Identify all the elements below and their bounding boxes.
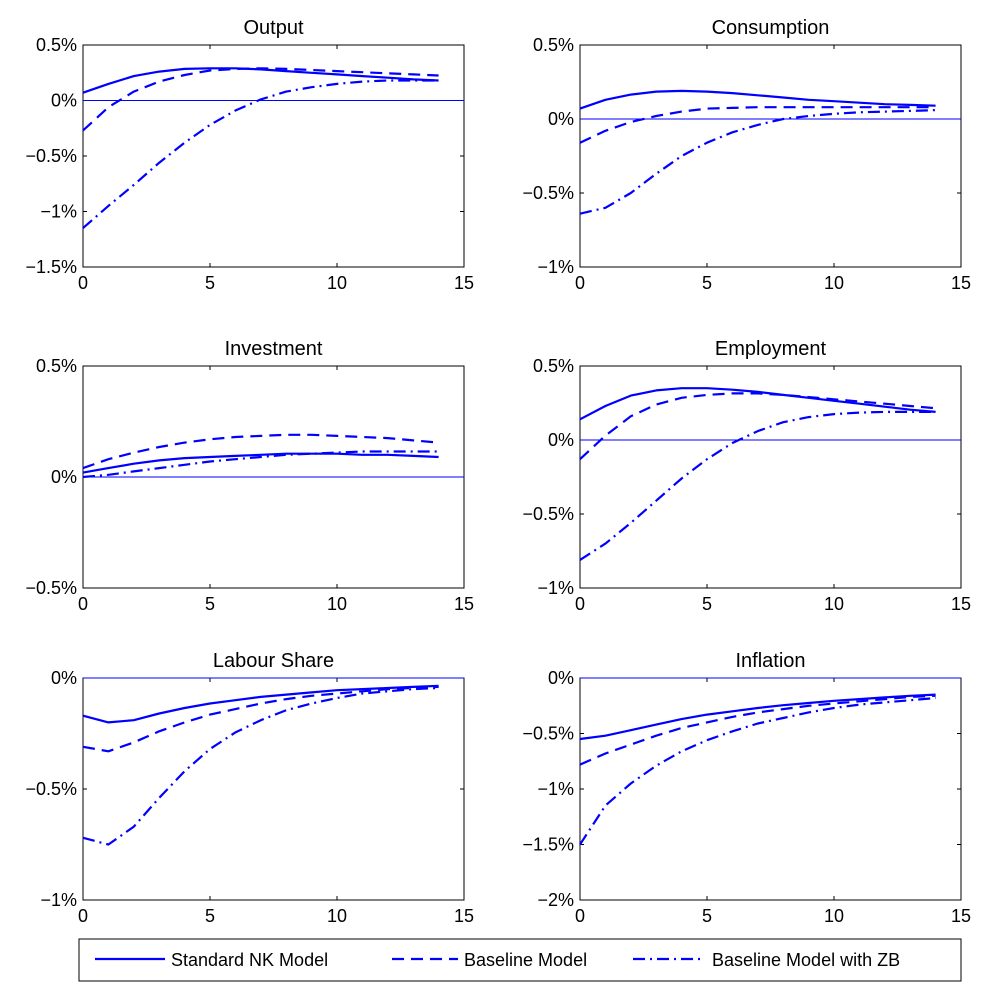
x-tick-label: 15 <box>454 594 474 614</box>
x-tick-label: 15 <box>951 594 971 614</box>
series-line-baseline-model <box>82 685 439 753</box>
x-tick-label: 5 <box>702 273 712 293</box>
y-tick-label: −1% <box>537 779 574 799</box>
legend-box <box>78 938 962 982</box>
x-tick-label: 10 <box>327 594 347 614</box>
y-tick-label: −0.5% <box>25 146 77 166</box>
x-tick-label: 0 <box>575 594 585 614</box>
y-tick-label: 0.5% <box>533 35 574 55</box>
series-line-standard-nk-model <box>579 387 936 421</box>
x-tick-label: 10 <box>824 906 844 926</box>
panel-labour-share: Labour Share 0 5 10 15 −1% −0.5% 0% <box>25 650 474 926</box>
x-tick-label: 10 <box>824 594 844 614</box>
series-line-standard-nk-model <box>579 693 936 741</box>
series-line-baseline-model <box>82 67 439 132</box>
legend-item: Baseline Model <box>392 950 587 970</box>
plot-area <box>579 44 962 268</box>
x-tick-label: 0 <box>78 594 88 614</box>
x-tick-label: 5 <box>205 906 215 926</box>
series-line-standard-nk-model <box>579 89 936 110</box>
y-tick-label: −0.5% <box>522 183 574 203</box>
x-tick-label: 0 <box>575 273 585 293</box>
x-tick-label: 15 <box>454 906 474 926</box>
y-tick-label: −1% <box>40 890 77 910</box>
x-tick-label: 5 <box>702 906 712 926</box>
series-line-baseline-model-with-zb <box>579 696 936 846</box>
x-tick-label: 0 <box>78 273 88 293</box>
plot-area <box>82 677 465 901</box>
y-tick-label: 0% <box>51 668 77 688</box>
series-line-baseline-model <box>579 392 936 461</box>
series-line-baseline-model <box>579 106 936 144</box>
series-line-baseline-model-with-zb <box>82 450 439 479</box>
legend-item: Standard NK Model <box>95 950 328 970</box>
y-tick-label: 0.5% <box>36 356 77 376</box>
panel-title: Employment <box>715 338 827 360</box>
panel-title: Investment <box>225 338 323 360</box>
x-tick-label: 5 <box>205 273 215 293</box>
plot-area <box>82 44 465 268</box>
plot-area <box>579 677 962 901</box>
x-tick-label: 15 <box>951 906 971 926</box>
y-tick-label: −1.5% <box>522 835 574 855</box>
y-tick-label: 0% <box>548 109 574 129</box>
x-tick-label: 10 <box>327 273 347 293</box>
y-tick-label: 0% <box>548 430 574 450</box>
series-line-baseline-model <box>82 433 439 470</box>
series-line-standard-nk-model <box>82 684 439 724</box>
y-tick-label: −2% <box>537 890 574 910</box>
series-line-standard-nk-model <box>82 452 439 474</box>
y-tick-label: −1% <box>537 578 574 598</box>
y-tick-label: −0.5% <box>25 779 77 799</box>
x-tick-label: 0 <box>78 906 88 926</box>
y-tick-label: 0% <box>51 91 77 111</box>
x-tick-label: 10 <box>824 273 844 293</box>
y-tick-label: −0.5% <box>522 504 574 524</box>
panel-consumption: Consumption 0 5 10 15 −1% −0.5% 0% 0.5% <box>522 17 971 293</box>
series-line-baseline-model-with-zb <box>579 410 936 561</box>
panel-output: Output 0 5 10 15 −1.5% −1% −0.5% 0% 0.5% <box>25 17 474 293</box>
x-tick-label: 15 <box>454 273 474 293</box>
y-tick-label: −1% <box>40 202 77 222</box>
y-tick-label: 0.5% <box>533 356 574 376</box>
panel-investment: Investment 0 5 10 15 −0.5% 0% 0.5% <box>25 338 474 614</box>
y-tick-label: −0.5% <box>522 724 574 744</box>
panel-title: Inflation <box>735 650 805 672</box>
panel-inflation: Inflation 0 5 10 15 −2% −1.5% −1% −0.5% 0% <box>522 650 971 926</box>
legend-item: Baseline Model with ZB <box>633 950 900 970</box>
legend-label: Baseline Model with ZB <box>712 950 900 970</box>
y-tick-label: −1.5% <box>25 257 77 277</box>
y-tick-label: −0.5% <box>25 578 77 598</box>
panel-title: Consumption <box>712 17 830 39</box>
x-tick-label: 15 <box>951 273 971 293</box>
x-tick-label: 5 <box>205 594 215 614</box>
legend: Standard NK Model Baseline Model Baselin… <box>78 938 962 982</box>
series-line-baseline-model-with-zb <box>579 109 936 215</box>
series-line-baseline-model <box>579 694 936 766</box>
series-line-baseline-model-with-zb <box>82 79 439 229</box>
x-tick-label: 10 <box>327 906 347 926</box>
x-tick-label: 5 <box>702 594 712 614</box>
panel-employment: Employment 0 5 10 15 −1% −0.5% 0% 0.5% <box>522 338 971 614</box>
y-tick-label: −1% <box>537 257 574 277</box>
panel-title: Output <box>243 17 303 39</box>
y-tick-label: 0% <box>548 668 574 688</box>
legend-label: Standard NK Model <box>171 950 328 970</box>
plot-area <box>579 365 962 589</box>
y-tick-label: 0.5% <box>36 35 77 55</box>
x-tick-label: 0 <box>575 906 585 926</box>
y-tick-label: 0% <box>51 467 77 487</box>
panel-title: Labour Share <box>213 650 334 672</box>
legend-label: Baseline Model <box>464 950 587 970</box>
series-line-baseline-model-with-zb <box>82 686 439 846</box>
